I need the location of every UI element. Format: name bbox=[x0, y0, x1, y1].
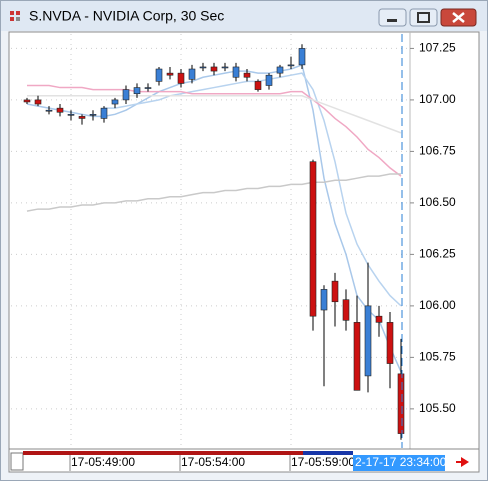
candle-body bbox=[155, 68, 163, 82]
window-title: S.NVDA - NVIDIA Corp, 30 Sec bbox=[29, 8, 224, 24]
candle-body bbox=[210, 66, 218, 72]
close-button[interactable] bbox=[440, 8, 477, 27]
x-tick-label: 17-05:59:00 bbox=[291, 455, 355, 469]
candle-body bbox=[298, 48, 306, 66]
scroll-track bbox=[23, 451, 303, 455]
scroll-track bbox=[303, 451, 353, 455]
candle-body bbox=[177, 72, 185, 84]
candle-body bbox=[353, 322, 361, 391]
y-tick-label: 105.75 bbox=[419, 350, 456, 364]
candle-body bbox=[34, 99, 42, 105]
moving-average bbox=[104, 72, 402, 307]
cursor-label: 2-17-17 23:34:00 bbox=[355, 455, 447, 469]
candle-body bbox=[122, 89, 130, 101]
candle-body bbox=[133, 87, 141, 95]
cursor-label-box bbox=[353, 455, 445, 471]
x-tick-label: 17-05:49:00 bbox=[71, 455, 135, 469]
candle-body bbox=[309, 161, 317, 317]
candle-body bbox=[67, 114, 75, 116]
candle-body bbox=[287, 64, 295, 67]
maximize-button[interactable] bbox=[409, 8, 438, 27]
candle-body bbox=[56, 107, 64, 113]
moving-average bbox=[27, 84, 402, 177]
y-tick-label: 106.25 bbox=[419, 247, 456, 261]
candle-body bbox=[166, 72, 174, 76]
minimize-button[interactable] bbox=[378, 8, 407, 27]
x-tick-label: 17-05:54:00 bbox=[181, 455, 245, 469]
candle-body bbox=[276, 66, 284, 74]
y-tick-label: 106.50 bbox=[419, 195, 456, 209]
y-tick-label: 106.00 bbox=[419, 298, 456, 312]
scroll-box[interactable] bbox=[10, 452, 24, 471]
candle-body bbox=[111, 99, 119, 105]
candle-body bbox=[265, 74, 273, 86]
y-tick-label: 105.50 bbox=[419, 401, 456, 415]
candle-body bbox=[232, 66, 240, 78]
candle-body bbox=[364, 305, 372, 377]
candle-body bbox=[331, 280, 339, 303]
candle-body bbox=[243, 72, 251, 78]
y-tick-label: 107.00 bbox=[419, 92, 456, 106]
candle-body bbox=[23, 99, 31, 103]
chart-panel bbox=[8, 31, 480, 473]
candle-body bbox=[397, 373, 405, 434]
candle-body bbox=[221, 66, 229, 69]
scroll-arrow[interactable] bbox=[456, 457, 469, 467]
candle-body bbox=[45, 109, 53, 112]
moving-average bbox=[27, 95, 402, 134]
candle-body bbox=[199, 66, 207, 69]
moving-average bbox=[26, 173, 401, 212]
candle-body bbox=[320, 289, 328, 311]
app-icon bbox=[10, 11, 20, 21]
candle-body bbox=[188, 68, 196, 80]
candle-body bbox=[144, 87, 152, 89]
candle-body bbox=[342, 299, 350, 321]
candle-body bbox=[100, 107, 108, 119]
candle-body bbox=[375, 315, 383, 323]
y-tick-label: 106.75 bbox=[419, 144, 456, 158]
candle-body bbox=[254, 81, 262, 90]
candle-body bbox=[89, 114, 97, 116]
candle-body bbox=[78, 116, 86, 119]
y-tick-label: 107.25 bbox=[419, 41, 456, 55]
candle-body bbox=[386, 322, 394, 364]
